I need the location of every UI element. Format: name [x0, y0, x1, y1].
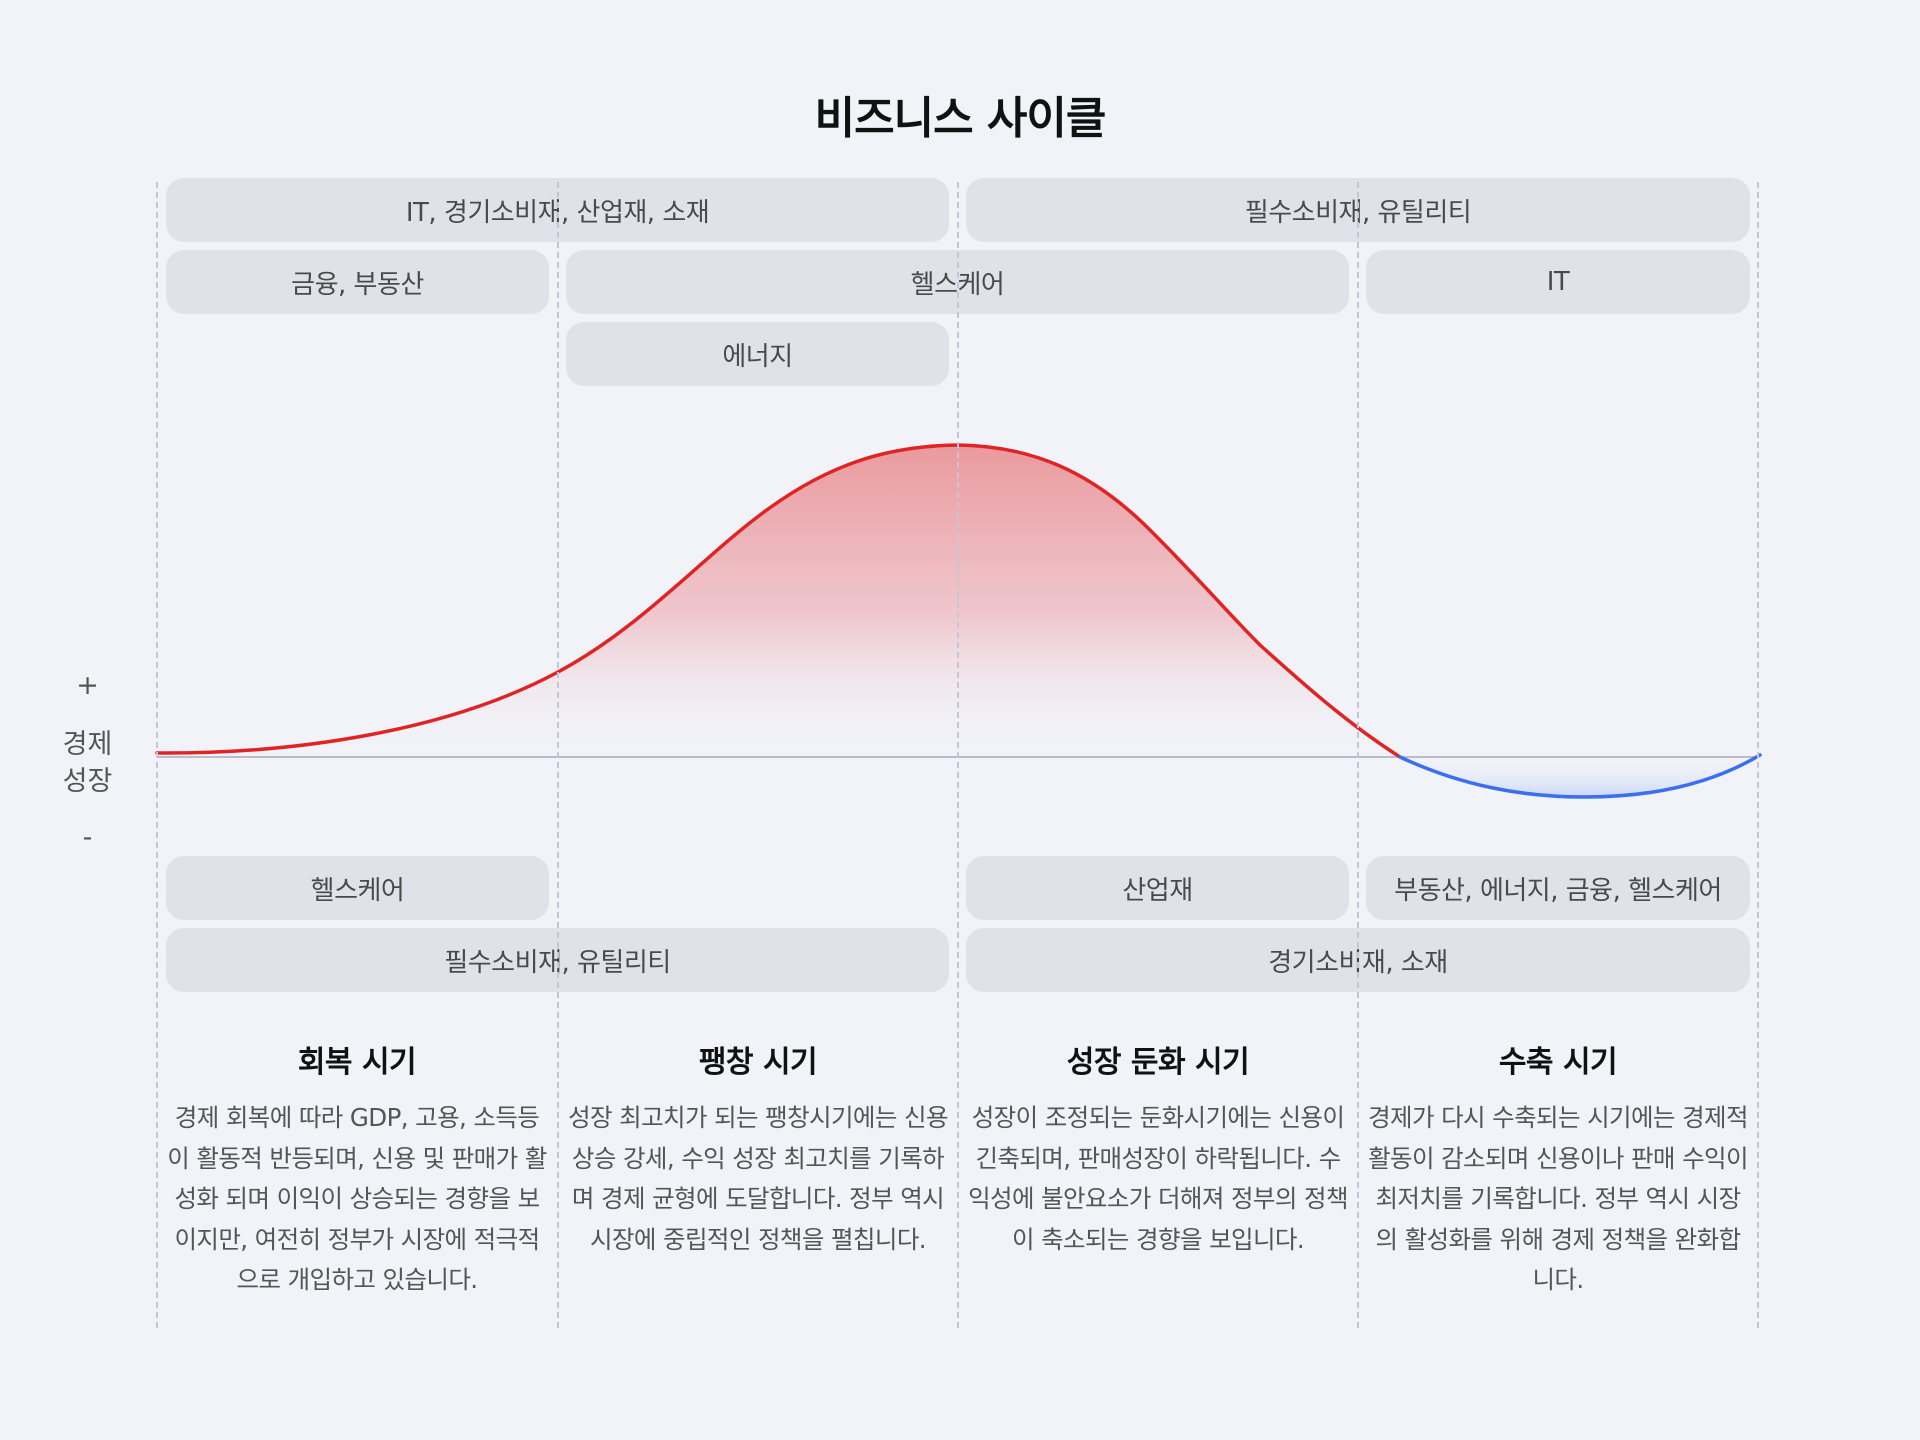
phase-title: 수축 시기: [1498, 1045, 1618, 1080]
phase-divider: [557, 182, 559, 1328]
phase-description: 성장 최고치가 되는 팽창시기에는 신용 상승 강세, 수익 성장 최고치를 기…: [568, 1103, 948, 1254]
negative-growth-line: [1398, 753, 1762, 799]
sector-box-bottom: 부동산, 에너지, 금융, 헬스케어: [1366, 856, 1750, 920]
expansion-area: [157, 445, 1400, 757]
sector-box-bottom: 산업재: [966, 856, 1349, 920]
phase-title: 팽창 시기: [698, 1045, 818, 1080]
phase-divider: [1757, 182, 1759, 1328]
y-axis-plus: +: [76, 670, 99, 701]
phase-recovery: 회복 시기 경제 회복에 따라 GDP, 고용, 소득등이 활동적 반등되며, …: [165, 1040, 549, 1301]
sector-box-bottom: 헬스케어: [166, 856, 549, 920]
phase-expansion: 팽창 시기 성장 최고치가 되는 팽창시기에는 신용 상승 강세, 수익 성장 …: [566, 1040, 950, 1260]
phase-title: 회복 시기: [297, 1045, 417, 1080]
page-title: 비즈니스 사이클: [814, 93, 1107, 144]
phase-title: 성장 둔화 시기: [1066, 1045, 1250, 1080]
phase-description: 경제 회복에 따라 GDP, 고용, 소득등이 활동적 반등되며, 신용 및 판…: [167, 1103, 547, 1294]
phase-divider: [1357, 182, 1359, 1328]
business-cycle-curve: [155, 443, 1762, 799]
phase-description: 성장이 조정되는 둔화시기에는 신용이 긴축되며, 판매성장이 하락됩니다. 수…: [968, 1103, 1348, 1254]
sector-box-top: 에너지: [566, 322, 949, 386]
phase-divider: [156, 182, 158, 1328]
sector-box-top: IT: [1366, 250, 1750, 314]
sector-box-top: 금융, 부동산: [166, 250, 549, 314]
y-axis-label-line2: 성장: [62, 766, 113, 797]
phase-contraction: 수축 시기 경제가 다시 수축되는 시기에는 경제적 활동이 감소되며 신용이나…: [1366, 1040, 1750, 1301]
y-axis-label-line1: 경제: [62, 729, 113, 760]
phase-divider: [957, 182, 959, 1328]
phase-slowdown: 성장 둔화 시기 성장이 조정되는 둔화시기에는 신용이 긴축되며, 판매성장이…: [966, 1040, 1350, 1260]
y-axis-minus: -: [82, 822, 93, 853]
y-axis-label: 경제 성장: [40, 726, 135, 800]
phase-description: 경제가 다시 수축되는 시기에는 경제적 활동이 감소되며 신용이나 판매 수익…: [1368, 1103, 1748, 1294]
positive-growth-line: [155, 443, 1402, 759]
